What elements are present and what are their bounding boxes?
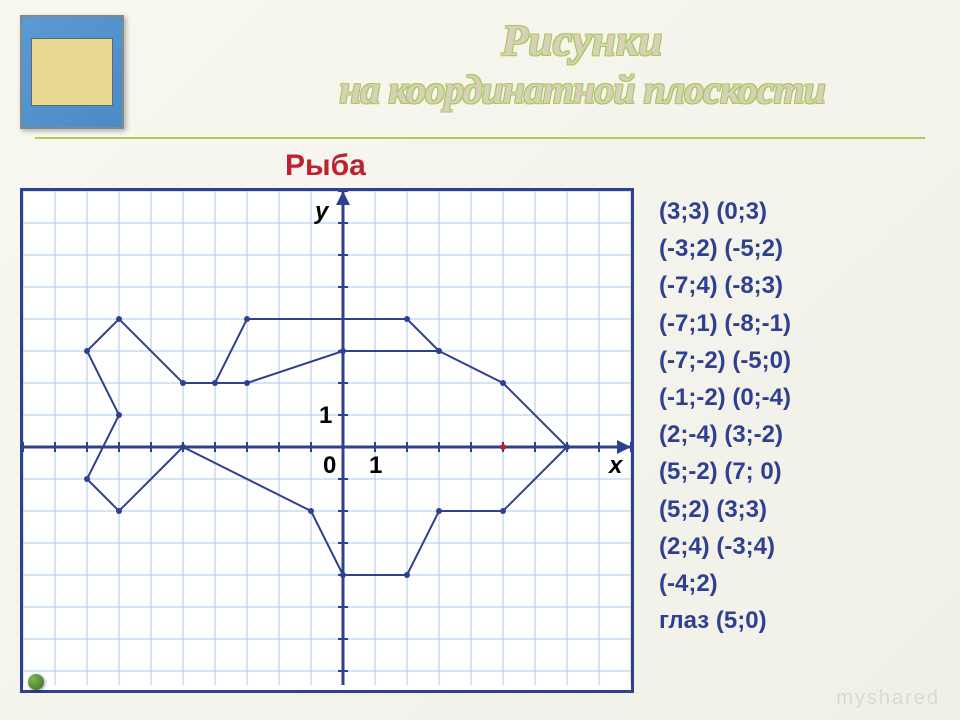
coord-line: (-7;-2) (-5;0) [659,342,791,379]
divider [35,137,925,139]
coord-line: (2;-4) (3;-2) [659,416,791,453]
svg-text:1: 1 [319,402,332,429]
coord-line: глаз (5;0) [659,602,791,639]
coordinate-chart: y x 0 1 1 [20,188,634,693]
coord-line: (5;-2) (7; 0) [659,453,791,490]
coord-line: (-3;2) (-5;2) [659,230,791,267]
svg-text:1: 1 [369,452,382,479]
svg-text:0: 0 [323,452,336,479]
title-line-2: на координатной плоскости [224,66,940,113]
coord-line: (2;4) (-3;4) [659,528,791,565]
coord-line: (-7;1) (-8;-1) [659,305,791,342]
svg-text:y: y [314,198,330,225]
coord-line: (-1;-2) (0;-4) [659,379,791,416]
svg-text:x: x [607,452,624,479]
coord-line: (-7;4) (-8;3) [659,267,791,304]
chart-svg: y x 0 1 1 [23,191,631,685]
watermark: myshared [836,687,940,710]
bullet-icon [28,674,44,690]
textbook-thumbnail [20,15,124,129]
subtitle: Рыба [285,149,960,183]
page-title-block: Рисунки на координатной плоскости [224,15,940,113]
coord-line: (3;3) (0;3) [659,193,791,230]
coord-line: (-4;2) [659,565,791,602]
coord-line: (5;2) (3;3) [659,491,791,528]
coordinate-list: (3;3) (0;3)(-3;2) (-5;2)(-7;4) (-8;3)(-7… [659,188,791,693]
title-line-1: Рисунки [224,15,940,66]
